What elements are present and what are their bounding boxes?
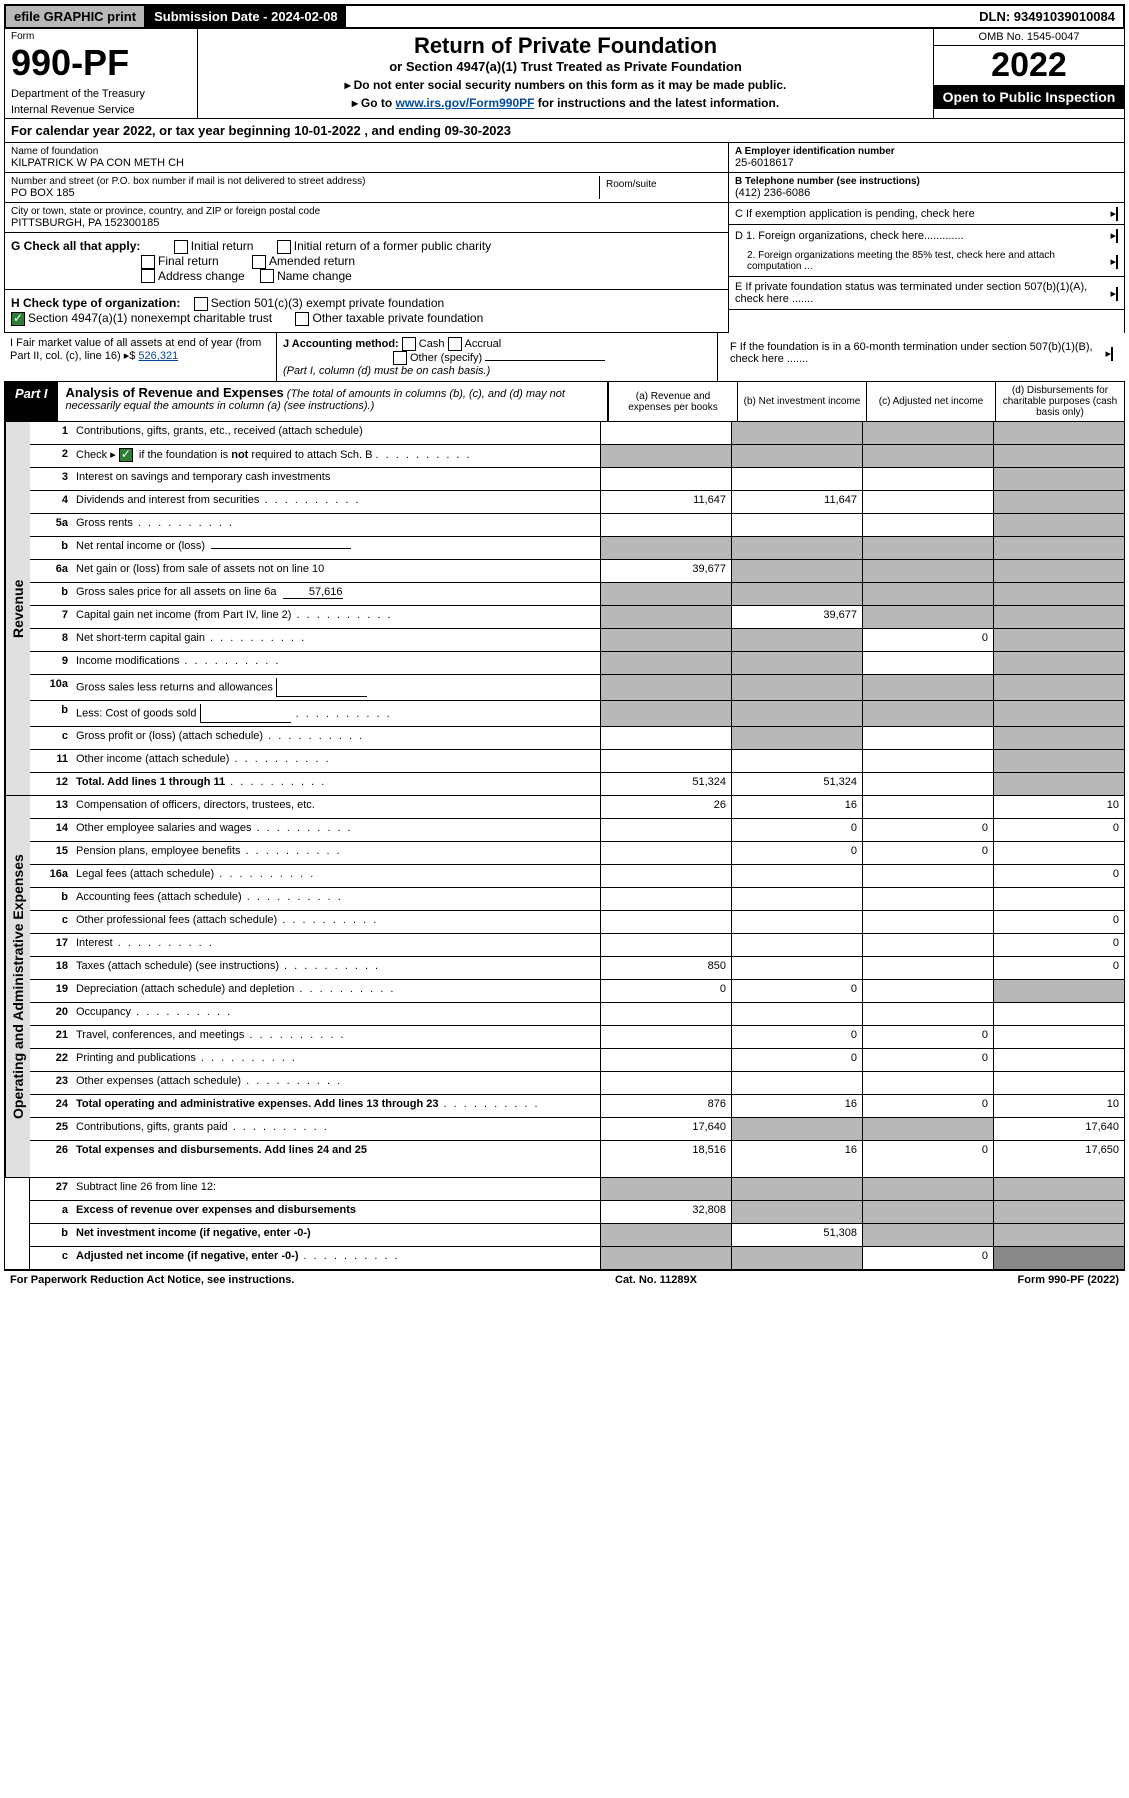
phone-label: B Telephone number (see instructions): [735, 176, 920, 187]
instruction-2: Go to www.irs.gov/Form990PF for instruct…: [202, 96, 929, 110]
f-label: F If the foundation is in a 60-month ter…: [730, 341, 1105, 365]
instruction-1: Do not enter social security numbers on …: [202, 78, 929, 92]
city-label: City or town, state or province, country…: [11, 206, 722, 217]
catalog-number: Cat. No. 11289X: [615, 1274, 697, 1286]
address-value: PO BOX 185: [11, 187, 599, 199]
c-label: C If exemption application is pending, c…: [735, 208, 975, 220]
fmv-value[interactable]: 526,321: [138, 350, 178, 362]
open-public: Open to Public Inspection: [934, 85, 1124, 109]
checkbox-amended[interactable]: [252, 255, 266, 269]
col-c-header: (c) Adjusted net income: [866, 382, 995, 421]
footer: For Paperwork Reduction Act Notice, see …: [4, 1270, 1125, 1289]
expenses-table: Operating and Administrative Expenses 13…: [4, 796, 1125, 1178]
d1-label: D 1. Foreign organizations, check here..…: [735, 230, 964, 242]
omb-number: OMB No. 1545-0047: [934, 29, 1124, 46]
ein-label: A Employer identification number: [735, 146, 895, 157]
department: Department of the Treasury: [11, 88, 191, 100]
checkbox-d2[interactable]: [1116, 255, 1118, 269]
col-b-header: (b) Net investment income: [737, 382, 866, 421]
fmv-row: I Fair market value of all assets at end…: [4, 333, 1125, 382]
j-note: (Part I, column (d) must be on cash basi…: [283, 365, 490, 377]
efile-print-button[interactable]: efile GRAPHIC print: [6, 6, 146, 27]
checkbox-c[interactable]: [1116, 207, 1118, 221]
form-title: Return of Private Foundation: [202, 33, 929, 59]
submission-date: Submission Date - 2024-02-08: [146, 6, 346, 27]
summary-table: 27Subtract line 26 from line 12: aExcess…: [4, 1178, 1125, 1270]
h-label: H Check type of organization:: [11, 296, 180, 310]
form-subtitle: or Section 4947(a)(1) Trust Treated as P…: [202, 59, 929, 74]
checkbox-cash[interactable]: [402, 337, 416, 351]
checkbox-address-change[interactable]: [141, 269, 155, 283]
checkbox-name-change[interactable]: [260, 269, 274, 283]
d2-label: 2. Foreign organizations meeting the 85%…: [735, 250, 1110, 272]
part1-title: Analysis of Revenue and Expenses: [66, 385, 284, 400]
checkbox-other-method[interactable]: [393, 351, 407, 365]
checkbox-d1[interactable]: [1116, 229, 1118, 243]
entity-info: Name of foundation KILPATRICK W PA CON M…: [4, 143, 1125, 333]
city-value: PITTSBURGH, PA 152300185: [11, 217, 722, 229]
foundation-name: KILPATRICK W PA CON METH CH: [11, 157, 722, 169]
checkbox-final[interactable]: [141, 255, 155, 269]
form-label: Form: [11, 31, 191, 42]
checkbox-schb[interactable]: [119, 448, 133, 462]
ein-value: 25-6018617: [735, 157, 1118, 169]
irs-label: Internal Revenue Service: [11, 104, 191, 116]
calendar-year-line: For calendar year 2022, or tax year begi…: [4, 119, 1125, 143]
form-number: 990-PF: [11, 42, 191, 84]
form-header: Form 990-PF Department of the Treasury I…: [4, 29, 1125, 119]
checkbox-initial-return[interactable]: [174, 240, 188, 254]
col-d-header: (d) Disbursements for charitable purpose…: [995, 382, 1124, 421]
checkbox-accrual[interactable]: [448, 337, 462, 351]
checkbox-e[interactable]: [1116, 287, 1118, 301]
i-label: I Fair market value of all assets at end…: [10, 337, 261, 362]
part1-tag: Part I: [5, 382, 58, 421]
checkbox-other-taxable[interactable]: [295, 312, 309, 326]
top-bar: efile GRAPHIC print Submission Date - 20…: [4, 4, 1125, 29]
col-a-header: (a) Revenue and expenses per books: [608, 382, 737, 421]
name-label: Name of foundation: [11, 146, 722, 157]
expenses-side-label: Operating and Administrative Expenses: [5, 796, 30, 1177]
revenue-side-label: Revenue: [5, 422, 30, 795]
room-label: Room/suite: [600, 176, 722, 199]
checkbox-initial-former[interactable]: [277, 240, 291, 254]
g-label: G Check all that apply:: [11, 239, 140, 253]
e-label: E If private foundation status was termi…: [735, 281, 1110, 305]
tax-year: 2022: [934, 46, 1124, 85]
part1-header: Part I Analysis of Revenue and Expenses …: [4, 382, 1125, 422]
checkbox-4947a1[interactable]: [11, 312, 25, 326]
checkbox-f[interactable]: [1111, 347, 1113, 361]
phone-value: (412) 236-6086: [735, 187, 1118, 199]
pra-notice: For Paperwork Reduction Act Notice, see …: [10, 1274, 294, 1286]
dln: DLN: 93491039010084: [971, 6, 1123, 27]
address-label: Number and street (or P.O. box number if…: [11, 176, 599, 187]
revenue-table: Revenue 1Contributions, gifts, grants, e…: [4, 422, 1125, 796]
irs-link[interactable]: www.irs.gov/Form990PF: [396, 96, 535, 110]
checkbox-501c3[interactable]: [194, 297, 208, 311]
form-ref: Form 990-PF (2022): [1018, 1274, 1120, 1286]
j-label: J Accounting method:: [283, 338, 399, 350]
